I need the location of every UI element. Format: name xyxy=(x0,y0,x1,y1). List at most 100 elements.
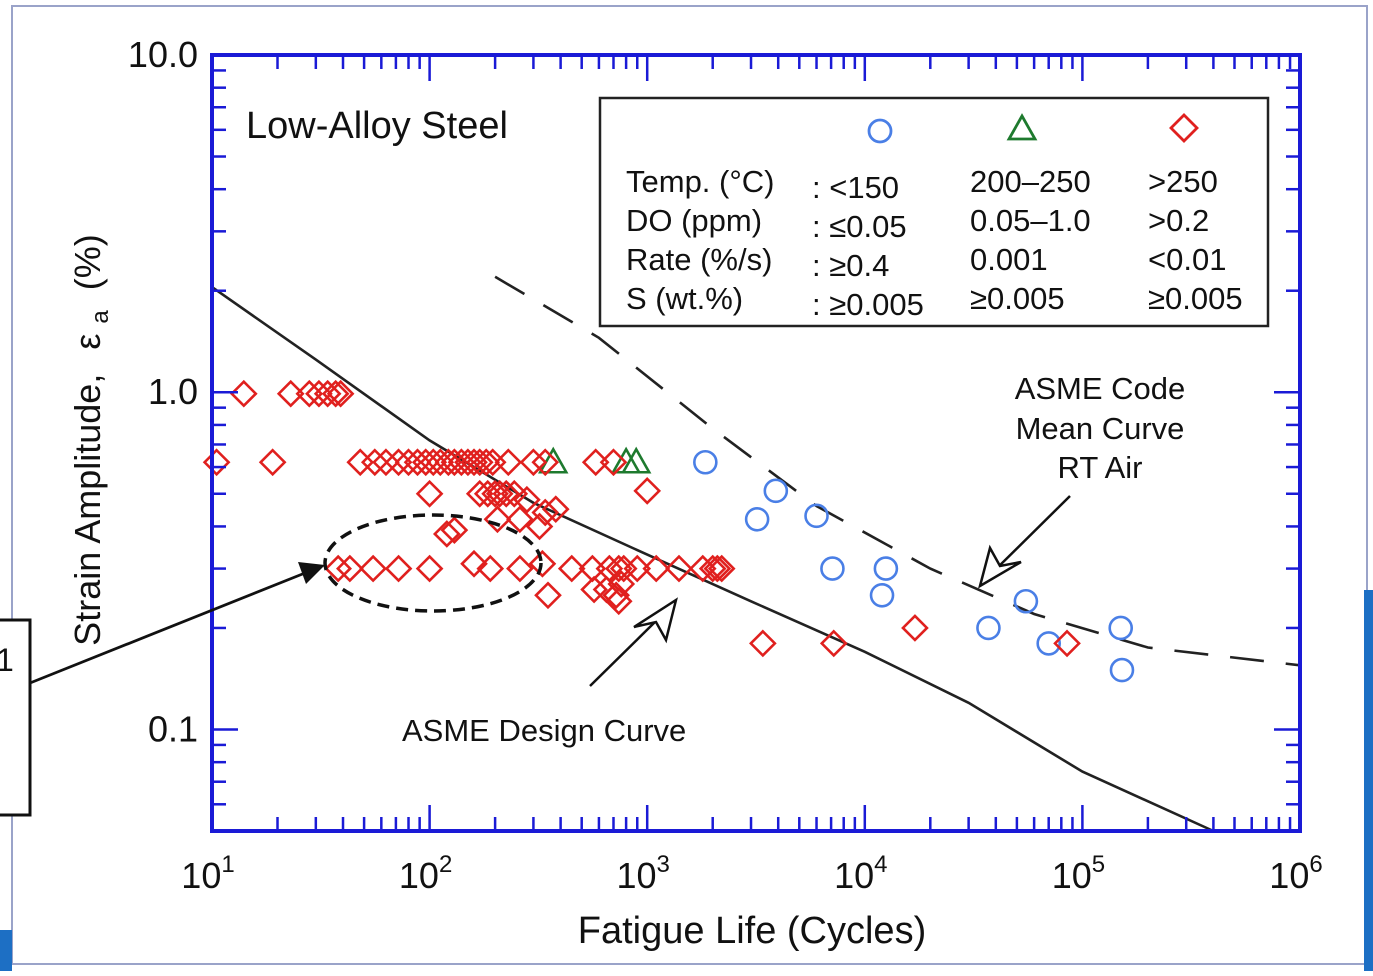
data-point-diamond xyxy=(295,379,324,408)
data-point-diamond xyxy=(483,505,512,534)
y-axis-label: Strain Amplitude, ε a (%) xyxy=(67,234,116,646)
data-point-diamond xyxy=(901,614,929,642)
data-point-diamond xyxy=(500,479,529,508)
data-point-circle xyxy=(1036,631,1061,656)
annotation-mean-arrow-head xyxy=(978,544,1022,589)
data-point-diamond xyxy=(434,448,463,477)
data-point-diamond xyxy=(531,498,560,527)
data-point-diamond xyxy=(707,554,736,583)
y-axis-label-symbol: ε xyxy=(67,334,108,350)
annotation-design-text: ASME Design Curve xyxy=(402,713,686,748)
legend-row-value: <0.01 xyxy=(1148,242,1226,277)
legend-row-label: Temp. (°C) xyxy=(626,164,774,199)
y-tick-label: 1.0 xyxy=(148,371,198,412)
data-point-diamond xyxy=(372,448,400,477)
data-point-diamond xyxy=(698,554,727,583)
annotation-mean-line2: Mean Curve xyxy=(1016,411,1185,446)
data-point-diamond xyxy=(440,516,469,544)
data-point-diamond xyxy=(604,587,633,616)
x-tick-label: 101 xyxy=(181,851,234,896)
legend-circle-icon xyxy=(867,118,893,144)
y-axis-label-subscript: a xyxy=(87,310,114,324)
data-point-diamond xyxy=(415,554,444,583)
annotation-design-arrow-shaft xyxy=(589,621,656,687)
data-point-diamond xyxy=(506,505,534,534)
data-point-diamond xyxy=(1053,629,1081,658)
data-point-diamond xyxy=(258,448,287,477)
legend-box xyxy=(598,96,1270,328)
data-point-diamond xyxy=(528,549,557,578)
annotation-mean-line1: ASME Code xyxy=(1015,371,1186,406)
data-point-diamond xyxy=(202,448,231,477)
annotation-mean-line3: RT Air xyxy=(1058,450,1143,485)
data-point-diamond xyxy=(447,448,476,477)
x-tick-label: 105 xyxy=(1052,851,1105,896)
y-axis-label-group: Strain Amplitude, ε a (%) xyxy=(67,234,116,646)
plot-frame xyxy=(210,53,1302,833)
legend-row-value: 200–250 xyxy=(970,164,1091,199)
data-point-diamond xyxy=(599,448,628,477)
data-point-diamond xyxy=(513,485,541,514)
data-point-diamond xyxy=(481,479,509,508)
data-point-diamond xyxy=(580,575,608,604)
data-point-diamond xyxy=(460,549,488,578)
legend-row-value: 0.05–1.0 xyxy=(970,203,1091,238)
slide-corner-decoration xyxy=(0,930,12,971)
legend-row-label: S (wt.%) xyxy=(626,281,743,316)
highlight-arrow-shaft xyxy=(29,571,306,685)
data-point-diamond xyxy=(541,495,570,524)
data-point-circle xyxy=(763,478,789,504)
data-point-triangle xyxy=(538,446,569,474)
data-point-diamond xyxy=(324,554,352,583)
data-point-circle xyxy=(869,582,895,608)
x-tick-label: 102 xyxy=(399,851,452,896)
data-point-diamond xyxy=(819,629,848,658)
chart-title: Low-Alloy Steel xyxy=(246,105,508,147)
legend-row-value: ≥0.005 xyxy=(970,281,1065,316)
data-point-circle xyxy=(1108,615,1134,641)
data-point-diamond xyxy=(321,379,350,408)
y-axis-label-unit: (%) xyxy=(67,234,108,290)
legend-row-value: >0.2 xyxy=(1148,203,1209,238)
data-point-circle xyxy=(693,449,718,475)
annotation-highlight: 1 xyxy=(0,513,543,817)
data-point-diamond xyxy=(476,554,505,583)
data-point-diamond xyxy=(557,554,586,583)
legend-row-value: : <150 xyxy=(812,170,899,205)
data-point-diamond xyxy=(336,554,364,583)
data-point-diamond xyxy=(229,379,258,408)
data-point-circle xyxy=(820,556,845,581)
legend-row-value: ≥0.005 xyxy=(1148,281,1243,316)
highlight-ellipse xyxy=(323,513,543,613)
data-point-diamond xyxy=(492,479,521,508)
data-point-triangle xyxy=(620,446,652,474)
data-point-diamond xyxy=(360,448,389,477)
figure-frame xyxy=(11,5,1368,965)
data-point-diamond xyxy=(276,379,305,408)
data-point-diamond xyxy=(465,448,494,477)
data-point-diamond xyxy=(506,554,534,583)
data-point-diamond xyxy=(494,448,523,477)
data-point-circle xyxy=(744,506,770,532)
x-axis-label: Fatigue Life (Cycles) xyxy=(578,910,926,952)
data-point-diamond xyxy=(384,448,413,477)
data-point-diamond xyxy=(432,520,461,548)
data-point-circle xyxy=(804,503,829,529)
x-tick-label: 106 xyxy=(1269,851,1322,896)
x-tick-label: 103 xyxy=(616,851,669,896)
data-point-diamond xyxy=(460,448,488,477)
data-point-diamond xyxy=(623,554,652,583)
highlight-arrow-head xyxy=(298,562,325,584)
legend-row-value: : ≤0.05 xyxy=(812,209,907,244)
data-point-diamond xyxy=(604,554,633,583)
data-point-diamond xyxy=(642,554,671,583)
annotation-design-curve: ASME Design Curve xyxy=(402,597,686,748)
data-point-diamond xyxy=(472,448,501,477)
legend-row-label: DO (ppm) xyxy=(626,203,762,238)
data-point-diamond xyxy=(531,448,560,477)
legend-row-value: 0.001 xyxy=(970,242,1048,277)
legend-row-value: : ≥0.4 xyxy=(812,248,889,283)
data-point-diamond xyxy=(326,379,355,408)
data-point-diamond xyxy=(426,448,455,477)
